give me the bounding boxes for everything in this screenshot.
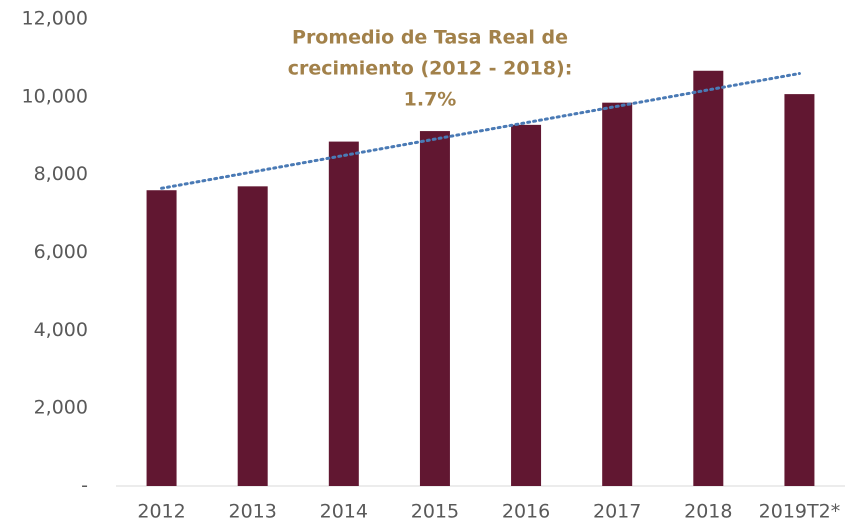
y-tick-label: 8,000: [34, 163, 88, 185]
y-tick-label: 2,000: [34, 397, 88, 419]
annotation: Promedio de Tasa Real de: [292, 27, 568, 49]
x-tick-label: 2016: [502, 501, 550, 523]
bar: [602, 102, 633, 486]
bar: [237, 186, 268, 486]
bar: [784, 94, 815, 487]
annotation: 1.7%: [404, 89, 457, 111]
x-tick-label: 2015: [411, 501, 459, 523]
x-tick-label: 2017: [593, 501, 641, 523]
x-tick-label: 2018: [684, 501, 732, 523]
y-tick-label: 4,000: [34, 319, 88, 341]
x-tick-label: 2012: [137, 501, 185, 523]
bar: [693, 70, 724, 487]
trendline: [160, 71, 801, 190]
x-tick-label: 2019T2*: [759, 501, 841, 523]
x-tick-label: 2014: [320, 501, 368, 523]
y-tick-label: 6,000: [34, 241, 88, 263]
bar: [146, 190, 177, 486]
bar: [511, 124, 542, 486]
bar: [328, 141, 359, 486]
y-tick-label: 12,000: [22, 8, 88, 30]
bar: [419, 131, 450, 486]
y-tick-label: -: [81, 475, 88, 497]
x-tick-label: 2013: [229, 501, 277, 523]
annotation: crecimiento (2012 - 2018):: [288, 58, 573, 80]
y-tick-label: 10,000: [22, 85, 88, 107]
